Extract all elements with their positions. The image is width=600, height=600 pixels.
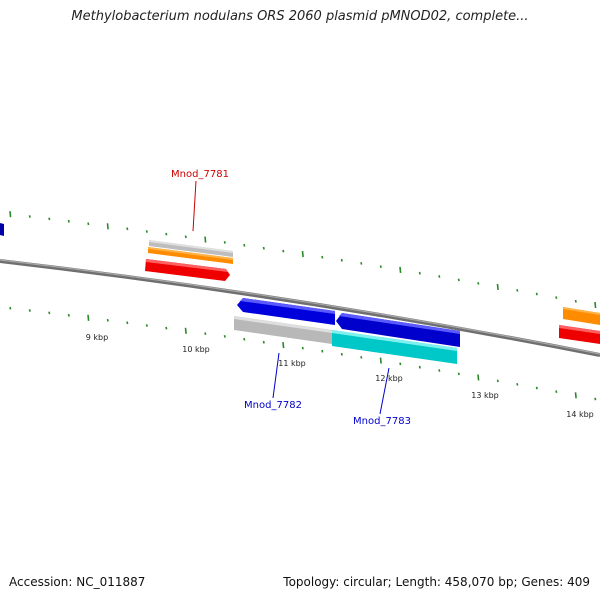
minor-tick xyxy=(321,255,324,259)
accession-text: Accession: NC_011887 xyxy=(9,575,146,589)
minor-tick xyxy=(457,278,460,282)
gene-group-mnod-7781[interactable] xyxy=(145,240,233,281)
feature-cyan-segment xyxy=(332,330,457,364)
minor-tick xyxy=(145,324,148,327)
minor-tick xyxy=(574,299,577,303)
upper-tick-ruler xyxy=(9,211,597,309)
gene-arrow-mnod-7783-blue xyxy=(336,313,460,347)
major-tick xyxy=(106,223,109,230)
minor-tick xyxy=(184,235,187,239)
minor-tick xyxy=(360,356,363,359)
minor-tick xyxy=(106,318,109,322)
minor-tick xyxy=(262,340,265,344)
scale-label-14kbp: 14 kbp xyxy=(566,410,594,419)
minor-tick xyxy=(262,246,265,250)
minor-tick xyxy=(477,282,480,285)
minor-tick xyxy=(165,326,168,330)
major-tick xyxy=(399,266,402,273)
topology-summary: Topology: circular; Length: 458,070 bp; … xyxy=(283,575,590,589)
minor-tick xyxy=(418,365,421,369)
minor-tick xyxy=(594,397,597,401)
minor-tick xyxy=(516,289,519,292)
scale-label-11kbp: 11 kbp xyxy=(278,359,306,368)
minor-tick xyxy=(516,383,519,386)
backbone-line xyxy=(0,259,600,357)
major-tick xyxy=(184,327,187,334)
minor-tick xyxy=(301,346,304,350)
minor-tick xyxy=(360,262,363,265)
minor-tick xyxy=(438,275,441,278)
minor-tick xyxy=(340,258,343,262)
major-tick xyxy=(9,211,12,218)
minor-tick xyxy=(126,227,129,231)
minor-tick xyxy=(340,352,343,356)
gene-label-mnod-7783[interactable]: Mnod_7783 xyxy=(353,416,411,427)
scale-label-13kbp: 13 kbp xyxy=(471,391,499,400)
minor-tick xyxy=(243,243,246,247)
minor-tick xyxy=(399,362,402,366)
major-tick xyxy=(379,357,382,364)
gene-group-right-edge[interactable] xyxy=(559,307,600,344)
minor-tick xyxy=(321,349,324,353)
feature-left-edge[interactable] xyxy=(0,223,4,236)
minor-tick xyxy=(457,372,460,376)
major-tick xyxy=(282,342,285,349)
minor-tick xyxy=(126,321,129,325)
minor-tick xyxy=(379,265,382,268)
minor-tick xyxy=(555,296,558,299)
major-tick xyxy=(87,314,90,321)
minor-tick xyxy=(438,369,441,372)
scale-label-9kbp: 9 kbp xyxy=(86,333,108,342)
scale-label-10kbp: 10 kbp xyxy=(182,345,210,354)
minor-tick xyxy=(535,386,538,390)
minor-tick xyxy=(9,306,12,310)
minor-tick xyxy=(282,249,285,253)
major-tick xyxy=(574,392,577,399)
minor-tick xyxy=(243,337,246,341)
minor-tick xyxy=(223,335,226,338)
major-tick xyxy=(594,301,597,309)
minor-tick xyxy=(28,215,31,218)
gene-group-mnod-7782-7783[interactable] xyxy=(234,298,460,364)
minor-tick xyxy=(418,271,421,275)
lower-tick-ruler xyxy=(9,306,597,401)
gene-arrow-mnod-7781 xyxy=(145,259,230,281)
map-title: Methylobacterium nodulans ORS 2060 plasm… xyxy=(71,9,529,24)
minor-tick xyxy=(48,311,51,315)
scale-label-12kbp: 12 kbp xyxy=(375,374,403,383)
feature-grey-segment xyxy=(234,316,332,344)
minor-tick xyxy=(535,292,538,296)
minor-tick xyxy=(48,217,51,221)
major-tick xyxy=(477,374,480,381)
minor-tick xyxy=(496,379,499,383)
minor-tick xyxy=(223,241,226,244)
gene-label-mnod-7781[interactable]: Mnod_7781 xyxy=(171,169,229,180)
major-tick xyxy=(301,251,304,258)
leader-line-mnod-7783 xyxy=(379,367,390,415)
minor-tick xyxy=(67,313,70,317)
minor-tick xyxy=(555,390,558,393)
minor-tick xyxy=(204,332,207,335)
leader-line-mnod-7781 xyxy=(192,180,197,232)
minor-tick xyxy=(87,222,90,226)
gene-arrow-mnod-7782-blue xyxy=(237,298,335,325)
minor-tick xyxy=(28,309,31,312)
minor-tick xyxy=(67,219,70,223)
minor-tick xyxy=(145,230,148,233)
minor-tick xyxy=(165,232,168,236)
gene-label-mnod-7782[interactable]: Mnod_7782 xyxy=(244,400,302,411)
major-tick xyxy=(204,236,207,243)
major-tick xyxy=(496,283,499,290)
leader-line-mnod-7782 xyxy=(272,352,280,399)
